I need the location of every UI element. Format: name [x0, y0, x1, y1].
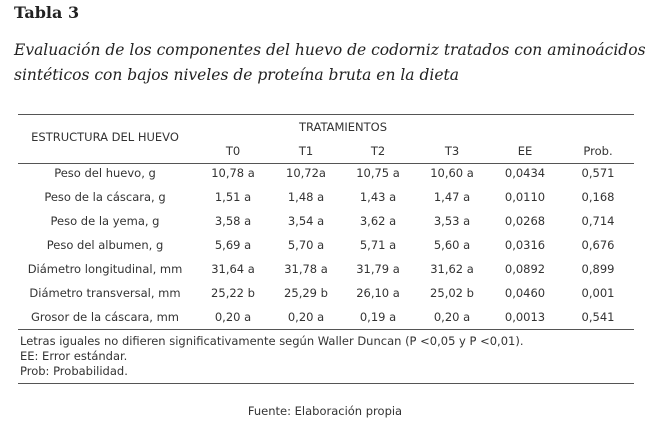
cell: 5,60 a	[433, 238, 471, 252]
cell: 0,676	[581, 238, 615, 252]
cell: 25,02 b	[430, 286, 474, 300]
cell: 10,60 a	[430, 166, 474, 180]
row-label: Peso de la yema, g	[50, 214, 160, 228]
row-label: Peso del huevo, g	[54, 166, 156, 180]
cell: 0,0460	[504, 286, 546, 300]
cell: 10,75 a	[356, 166, 400, 180]
cell: 5,69 a	[214, 238, 252, 252]
column-header: Prob.	[583, 144, 613, 158]
cell: 0,0268	[504, 214, 546, 228]
cell: 0,0316	[504, 238, 546, 252]
cell: 3,62 a	[359, 214, 397, 228]
cell: 0,899	[581, 262, 615, 276]
row-label: Peso de la cáscara, g	[44, 190, 166, 204]
cell: 1,51 a	[214, 190, 252, 204]
note: EE: Error estándar.	[20, 349, 128, 363]
row-label: Peso del albumen, g	[46, 238, 164, 252]
cell: 10,72a	[286, 166, 326, 180]
row-header: ESTRUCTURA DEL HUEVO	[31, 130, 179, 144]
cell: 0,0013	[504, 310, 546, 324]
table-label: Tabla 3	[14, 3, 80, 22]
group-header: TRATAMIENTOS	[298, 120, 388, 134]
cell: 31,62 a	[430, 262, 474, 276]
column-header: T1	[298, 144, 314, 158]
cell: 26,10 a	[356, 286, 400, 300]
cell: 3,58 a	[214, 214, 252, 228]
cell: 31,79 a	[356, 262, 400, 276]
rule	[18, 383, 634, 384]
rule	[18, 329, 634, 330]
column-header: T0	[225, 144, 241, 158]
note: Prob: Probabilidad.	[20, 364, 128, 378]
cell: 3,53 a	[433, 214, 471, 228]
note: Letras iguales no difieren significativa…	[20, 334, 524, 348]
cell: 5,71 a	[359, 238, 397, 252]
cell: 0,571	[581, 166, 615, 180]
cell: 31,64 a	[211, 262, 255, 276]
cell: 25,22 b	[211, 286, 255, 300]
rule	[18, 163, 634, 164]
caption: Evaluación de los componentes del huevo …	[14, 41, 646, 59]
cell: 25,29 b	[284, 286, 328, 300]
cell: 3,54 a	[287, 214, 325, 228]
source: Fuente: Elaboración propia	[247, 404, 403, 418]
cell: 1,43 a	[359, 190, 397, 204]
cell: 0,19 a	[359, 310, 397, 324]
cell: 0,0892	[504, 262, 546, 276]
cell: 31,78 a	[284, 262, 328, 276]
row-label: Diámetro longitudinal, mm	[27, 262, 183, 276]
cell: 5,70 a	[287, 238, 325, 252]
caption: sintéticos con bajos niveles de proteína…	[14, 66, 459, 84]
cell: 0,20 a	[287, 310, 325, 324]
cell: 0,20 a	[214, 310, 252, 324]
row-label: Diámetro transversal, mm	[29, 286, 181, 300]
rule	[18, 114, 634, 115]
cell: 0,541	[581, 310, 615, 324]
cell: 10,78 a	[211, 166, 255, 180]
cell: 1,48 a	[287, 190, 325, 204]
cell: 0,0434	[504, 166, 546, 180]
cell: 0,0110	[504, 190, 546, 204]
cell: 0,20 a	[433, 310, 471, 324]
column-header: T2	[370, 144, 386, 158]
column-header: T3	[444, 144, 460, 158]
cell: 0,714	[581, 214, 615, 228]
cell: 0,001	[581, 286, 615, 300]
cell: 1,47 a	[433, 190, 471, 204]
column-header: EE	[517, 144, 533, 158]
cell: 0,168	[581, 190, 615, 204]
row-label: Grosor de la cáscara, mm	[31, 310, 179, 324]
